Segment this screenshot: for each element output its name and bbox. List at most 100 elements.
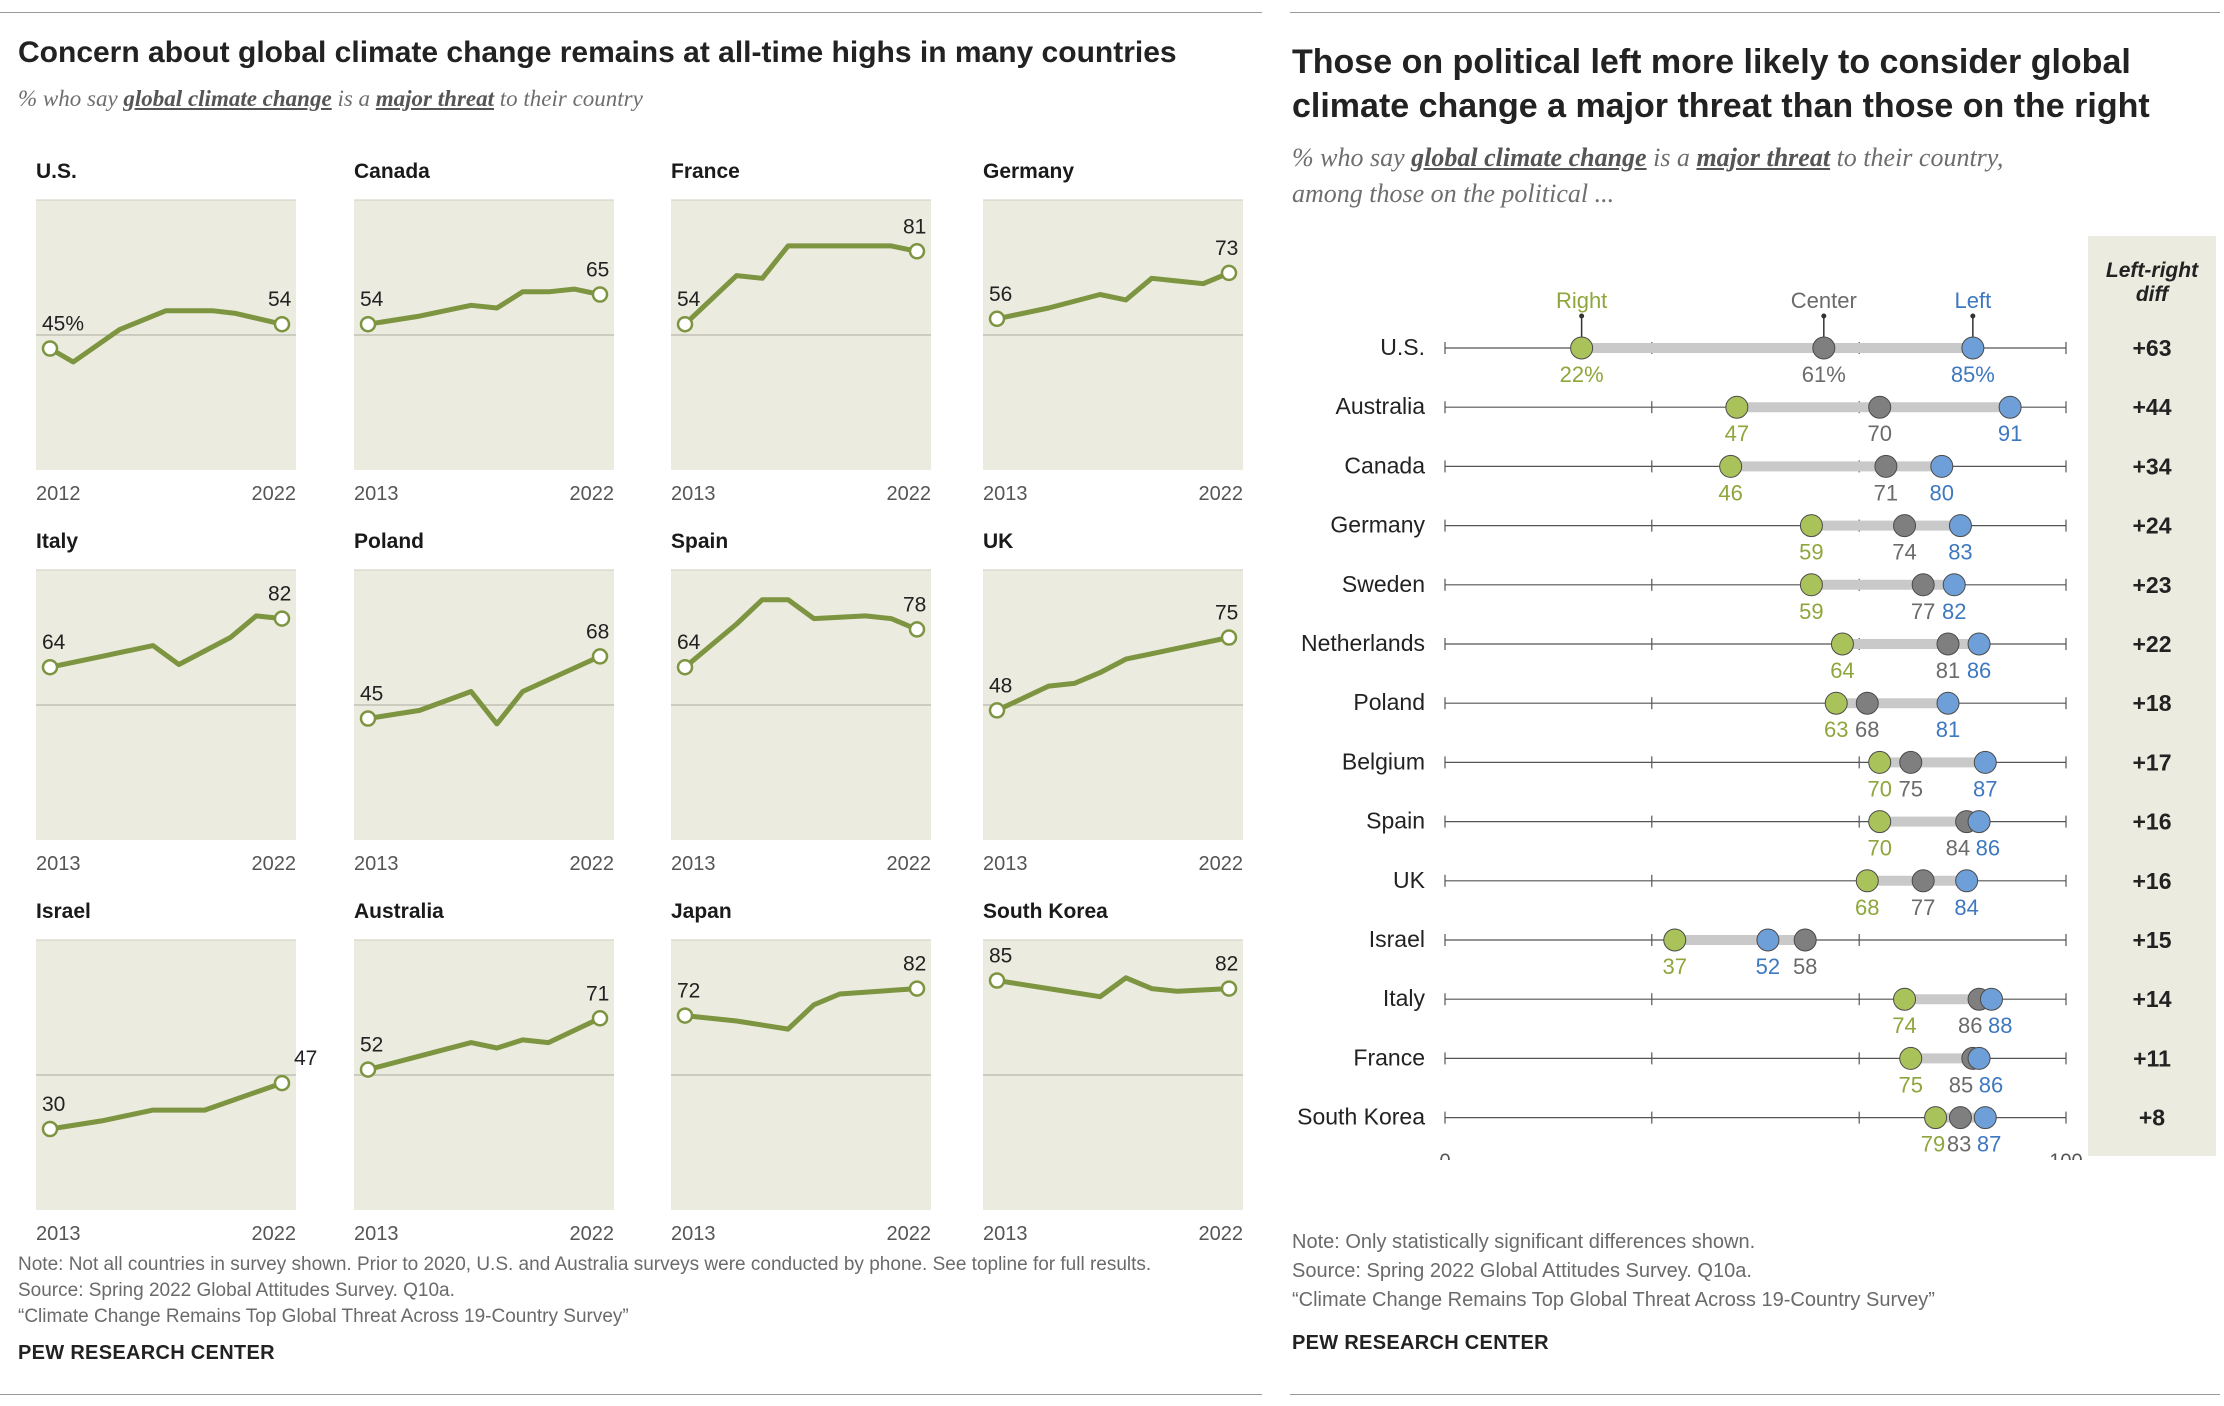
center-value-label: 84 [1946,836,1970,861]
end-point [273,610,291,627]
center-value-label: 81 [1936,658,1960,683]
end-point [273,1074,291,1092]
left-dot [1942,573,1966,597]
center-value-label: 68 [1855,717,1879,742]
left-dot [1930,454,1954,478]
small-multiple-u-s-: U.S. 45% 54 2012 2022 [36,160,296,505]
diff-value-label: +34 [2132,453,2171,479]
x-start-year-label: 2013 [983,853,1028,875]
subtitle-term: major threat [1696,143,1831,172]
dot-row-south-korea: South Korea 79 83 87 +8 [1297,1104,2165,1157]
diff-value-label: +11 [2133,1045,2171,1071]
end-point [908,243,926,260]
left-value-label: 91 [1998,421,2022,446]
end-value-label: 71 [586,982,609,1005]
right-value-label: 37 [1663,954,1687,979]
panel-country-label: France [671,160,740,183]
left-value-label: 82 [1942,599,1966,624]
x-end-year-label: 2022 [887,853,932,875]
right-value-label: 64 [1830,658,1854,683]
right-dot [1663,928,1687,952]
right-value-label: 74 [1892,1013,1916,1038]
dot-row-france: France 75 85 86 +11 [1353,1044,2171,1097]
legend-pointer-dot [1970,313,1976,319]
report-title-text: “Climate Change Remains Top Global Threa… [18,1306,629,1327]
left-value-label: 87 [1977,1132,2001,1157]
right-value-label: 75 [1899,1072,1923,1097]
left-value-label: 84 [1954,895,1978,920]
start-point [41,658,59,676]
left-chart-title: Concern about global climate change rema… [18,36,1177,69]
x-start-year-label: 2013 [354,483,399,505]
end-value-label: 81 [903,215,926,238]
right-value-label: 59 [1799,540,1823,565]
end-point [1220,629,1238,646]
left-dot [1979,987,2003,1011]
start-value-label: 64 [42,631,66,654]
dot-row-germany: Germany 59 74 83 +24 [1330,512,2171,565]
left-value-label: 85% [1951,362,1995,387]
center-dot [1868,395,1892,419]
row-country-label: Poland [1353,689,1425,715]
start-value-label: 52 [360,1034,383,1057]
right-dot [1799,514,1823,538]
center-dot [1911,869,1935,893]
x-end-year-label: 2022 [1199,1223,1244,1245]
diff-value-label: +16 [2132,809,2171,835]
center-dot [1855,691,1879,715]
start-value-label: 45% [42,313,84,336]
center-value-label: 83 [1947,1132,1971,1157]
right-value-label: 47 [1725,421,1749,446]
end-value-label: 75 [1215,602,1238,625]
diff-value-label: +22 [2132,631,2171,657]
end-point [591,1010,609,1027]
diff-value-label: +63 [2132,335,2171,361]
start-point [359,315,377,333]
small-multiple-italy: Italy 64 82 2013 2022 [36,530,296,875]
end-value-label: 82 [903,953,926,976]
small-multiple-france: France 54 81 2013 2022 [671,160,931,505]
center-dot [1911,573,1935,597]
right-note: Note: Only statistically significant dif… [1292,1228,1935,1315]
small-multiple-south-korea: South Korea 85 82 2013 2022 [983,900,1243,1245]
start-point [988,310,1006,328]
left-dot [1967,810,1991,834]
left-dot [1973,750,1997,774]
start-point [359,1061,377,1078]
end-value-label: 47 [294,1047,317,1070]
start-value-label: 45 [360,683,383,706]
end-point [591,286,609,303]
trend-line [365,653,603,727]
left-brand: PEW RESEARCH CENTER [18,1342,275,1364]
left-dot [1967,1046,1991,1070]
dot-row-uk: UK 68 77 84 +16 [1393,867,2171,920]
dot-row-poland: Poland 63 68 81 +18 [1353,689,2171,742]
end-point [273,315,291,333]
subtitle-text: among those on the political ... [1292,179,1615,208]
center-value-label: 75 [1899,776,1923,801]
center-value-label: 77 [1911,599,1935,624]
start-point [988,702,1006,719]
note-text: Note: Not all countries in survey shown.… [18,1254,1152,1275]
dot-row-spain: Spain 70 84 86 +16 [1366,808,2171,861]
small-multiple-uk: UK 48 75 2013 2022 [983,530,1243,875]
left-value-label: 83 [1948,540,1972,565]
diff-value-label: +14 [2132,986,2171,1012]
center-value-label: 70 [1867,421,1891,446]
x-end-year-label: 2022 [887,1223,932,1245]
right-dot [1855,869,1879,893]
title-line: climate change a major threat than those… [1292,87,2150,125]
subtitle-term: major threat [375,86,494,111]
center-value-label: 86 [1958,1013,1982,1038]
subtitle-text: is a [1646,143,1697,172]
row-country-label: Italy [1383,985,1426,1011]
dot-row-sweden: Sweden 59 77 82 +23 [1342,571,2172,624]
panel-country-label: Japan [671,900,732,923]
panel-country-label: Italy [36,530,78,553]
left-dot [1936,691,1960,715]
left-value-label: 80 [1930,480,1954,505]
left-chart-subtitle: % who say global climate change is a maj… [18,86,643,112]
diff-value-label: +24 [2132,513,2171,539]
legend-left-label: Left [1954,288,1991,313]
